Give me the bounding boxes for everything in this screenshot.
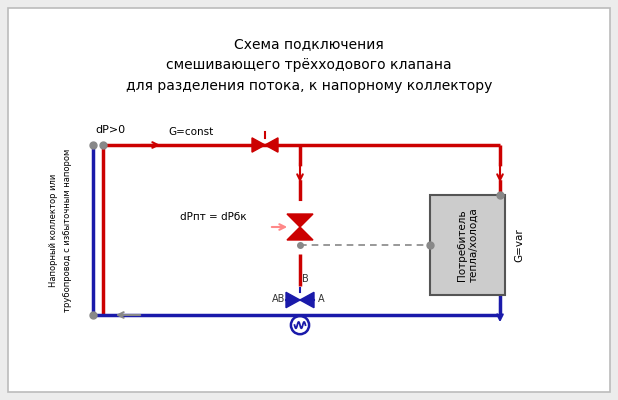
- Polygon shape: [287, 227, 313, 240]
- Polygon shape: [287, 214, 313, 227]
- Polygon shape: [300, 292, 314, 308]
- Text: А: А: [318, 294, 324, 304]
- FancyBboxPatch shape: [430, 195, 505, 295]
- Polygon shape: [265, 138, 278, 152]
- Text: dP>0: dP>0: [95, 125, 125, 135]
- Text: Напорный коллектор или: Напорный коллектор или: [48, 173, 57, 287]
- Text: Схема подключения
смешивающего трёхходового клапана
для разделения потока, к нап: Схема подключения смешивающего трёхходов…: [126, 37, 492, 93]
- Polygon shape: [252, 138, 265, 152]
- Text: В: В: [302, 274, 309, 284]
- Text: G=var: G=var: [514, 228, 524, 262]
- Polygon shape: [286, 292, 300, 308]
- Text: G=const: G=const: [168, 127, 213, 137]
- Text: трубопровод с избыточным напором: трубопровод с избыточным напором: [64, 148, 72, 312]
- Text: Потребитель
тепла/холода: Потребитель тепла/холода: [457, 208, 478, 282]
- Text: dРпт = dРбк: dРпт = dРбк: [180, 212, 247, 222]
- FancyBboxPatch shape: [8, 8, 610, 392]
- Text: АВ: АВ: [272, 294, 286, 304]
